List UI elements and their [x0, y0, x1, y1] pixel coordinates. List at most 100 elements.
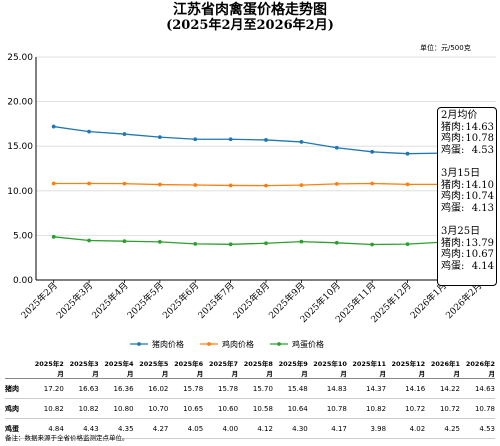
- data-point: [122, 132, 127, 136]
- table-cell: 15.78: [203, 378, 239, 399]
- info-row-label: 猪肉:: [441, 121, 465, 133]
- legend-marker: [277, 342, 281, 346]
- table-header-cell: 2025年4月: [98, 358, 134, 379]
- table-row-header: 猪肉: [5, 378, 29, 399]
- table-cell: 10.82: [346, 398, 387, 419]
- table-cell: 10.78: [307, 398, 347, 419]
- data-point: [370, 149, 375, 154]
- x-tick-label: 2025年3月: [54, 280, 95, 321]
- data-point: [157, 182, 162, 187]
- info-row-value: 4.53: [471, 144, 494, 156]
- info-row-label: 鸡蛋:: [441, 260, 465, 272]
- table-cell: 4.43: [63, 418, 99, 439]
- table-header-cell: 2025年6月: [168, 358, 204, 379]
- data-point: [405, 242, 410, 247]
- info-row-label: 猪肉:: [441, 179, 465, 191]
- info-row: 猪肉: 14.10: [441, 180, 494, 192]
- table-corner-cell: [5, 358, 29, 379]
- info-row: 鸡肉: 10.67: [441, 249, 494, 261]
- data-point: [228, 183, 233, 188]
- chart-subtitle: (2025年2月至2026年2月): [166, 18, 334, 33]
- legend-marker: [207, 342, 211, 346]
- table-cell: 10.82: [29, 398, 64, 419]
- data-point: [264, 183, 268, 188]
- table-cell: 15.70: [238, 378, 273, 399]
- table-cell: 14.83: [307, 378, 347, 399]
- data-point: [122, 181, 127, 186]
- table-cell: 10.80: [98, 398, 134, 419]
- x-tick-label: 2025年4月: [89, 280, 130, 321]
- info-row: 鸡蛋: 4.14: [441, 261, 494, 273]
- info-block: 3月15日 猪肉: 14.10 鸡肉: 10.74 鸡蛋: 4.13: [441, 168, 494, 214]
- data-point: [193, 241, 198, 246]
- data-point: [264, 241, 268, 246]
- info-row-value: 10.74: [465, 191, 494, 203]
- data-point: [87, 129, 91, 134]
- info-row: 猪肉: 13.79: [441, 238, 494, 250]
- table-header-cell: 2025年11月: [346, 358, 387, 379]
- table-header-cell: 2025年9月: [272, 358, 308, 379]
- y-tick-label: 15.00: [7, 142, 33, 152]
- table-cell: 14.22: [425, 378, 461, 399]
- info-row-label: 鸡蛋:: [441, 144, 465, 156]
- info-block-heading: 3月15日: [441, 168, 481, 179]
- table-cell: 15.48: [272, 378, 308, 399]
- table-cell: 4.35: [98, 418, 134, 439]
- data-point: [405, 151, 410, 156]
- price-data-table: 2025年2月 2025年3月 2025年4月 2025年5月 2025年6月 2025年…: [5, 358, 495, 439]
- table-cell: 10.64: [272, 398, 308, 419]
- table-cell: 4.05: [168, 418, 204, 439]
- table-cell: 10.70: [133, 398, 169, 419]
- data-point: [299, 183, 304, 187]
- data-point: [157, 240, 162, 244]
- data-point: [370, 181, 375, 186]
- y-tick-label: 0.00: [13, 276, 33, 286]
- table-header-cell: 2025年7月: [203, 358, 239, 379]
- data-point: [87, 238, 91, 243]
- table-cell: 10.72: [425, 398, 461, 419]
- data-point: [193, 137, 198, 142]
- data-point: [334, 240, 339, 245]
- table-cell: 10.82: [63, 398, 99, 419]
- table-row: 鸡肉 10.82 10.82 10.80 10.70 10.65 10.60 10.58 10.…: [5, 398, 495, 419]
- table-header-cell: 2025年10月: [307, 358, 347, 379]
- info-row-label: 猪肉:: [441, 237, 465, 249]
- data-point: [264, 138, 268, 142]
- legend: 猪肉价格 鸡肉价格 鸡蛋价格: [130, 339, 324, 349]
- y-axis-ticks: 0.00 5.00 10.00 15.00 20.00 25.00: [7, 53, 33, 286]
- data-point: [370, 242, 375, 247]
- table-body: 猪肉 17.20 16.63 16.36 16.02 15.78 15.78 15.70 15.…: [5, 378, 495, 439]
- info-block: 2月均价 猪肉: 14.63 鸡肉: 10.78 鸡蛋: 4.53: [441, 110, 494, 156]
- table-cell: 17.20: [29, 378, 64, 399]
- x-tick-label: 2025年5月: [125, 280, 166, 321]
- data-point: [51, 181, 56, 186]
- info-row: 猪肉: 14.63: [441, 122, 494, 134]
- unit-label: 单位：元/500克: [420, 44, 471, 52]
- info-block-heading: 2月均价: [441, 110, 478, 121]
- data-point: [193, 183, 198, 187]
- info-row-label: 鸡肉:: [441, 249, 465, 261]
- table-cell: 4.17: [307, 418, 347, 439]
- data-point: [334, 145, 339, 150]
- table-cell: 4.00: [203, 418, 239, 439]
- table-cell: 16.36: [98, 378, 134, 399]
- chart-title: 江苏省肉禽蛋价格走势图: [173, 2, 327, 18]
- table-row: 鸡蛋 4.84 4.43 4.35 4.27 4.05 4.00 4.12 4.30 4.17 3.…: [5, 418, 495, 439]
- x-tick-label: 2025年6月: [160, 280, 201, 321]
- data-point: [405, 182, 410, 187]
- table-cell: 3.98: [346, 418, 387, 439]
- info-row-value: 14.63: [465, 121, 494, 133]
- info-row-value: 13.79: [465, 237, 494, 249]
- table-cell: 14.37: [346, 378, 387, 399]
- info-row-label: 鸡蛋:: [441, 202, 465, 214]
- data-point: [87, 181, 91, 186]
- table-cell: 4.25: [425, 418, 461, 439]
- info-row-value: 14.10: [465, 179, 494, 191]
- info-block-heading: 3月25日: [441, 226, 481, 237]
- x-axis-ticks: 2025年2月2025年3月2025年4月2025年5月2025年6月2025年…: [18, 280, 484, 326]
- line-chart: 0.00 5.00 10.00 15.00 20.00 25.00 2025年2月2025…: [7, 53, 496, 349]
- info-row-value: 10.78: [465, 133, 494, 145]
- table-cell: 4.02: [386, 418, 426, 439]
- info-row-value: 10.67: [465, 249, 494, 261]
- legend-item-label: 猪肉价格: [152, 339, 184, 349]
